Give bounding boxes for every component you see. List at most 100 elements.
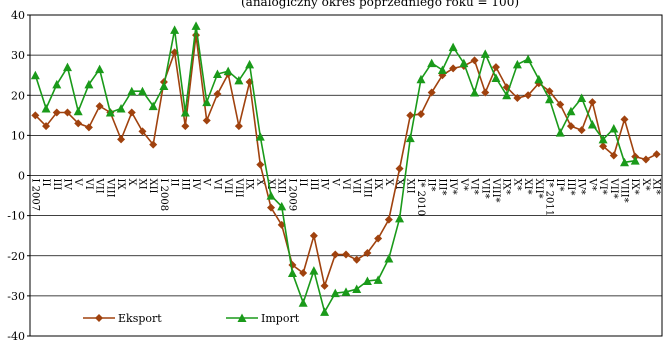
x-tick-label: VIII: [104, 178, 115, 198]
x-tick-label: XI*: [651, 179, 662, 195]
data-point-import: [405, 133, 415, 143]
data-point-eksport: [577, 126, 586, 135]
x-tick-label: III*: [565, 179, 576, 196]
x-tick-label: X*: [640, 179, 651, 191]
y-axis: 40 30 20 10 0 -10 -20 -30 -40: [7, 9, 30, 340]
data-point-import: [298, 298, 308, 307]
x-tick-label: XI*: [522, 179, 533, 195]
data-point-import: [330, 288, 340, 298]
data-point-eksport: [213, 90, 222, 99]
data-point-eksport: [127, 108, 136, 117]
data-point-eksport: [42, 122, 51, 131]
x-tick-label: XI: [136, 179, 147, 190]
data-point-eksport: [234, 122, 243, 131]
y-tick-label: 10: [11, 129, 25, 142]
data-point-eksport: [524, 91, 533, 100]
x-tick-label: VIII: [361, 178, 372, 198]
data-point-import: [448, 42, 458, 52]
legend-label-eksport: Eksport: [118, 312, 162, 325]
y-tick-label: 30: [11, 49, 25, 62]
data-point-eksport: [309, 231, 318, 240]
data-point-import: [84, 79, 94, 89]
data-point-eksport: [470, 56, 479, 65]
data-point-eksport: [620, 115, 629, 124]
x-tick-label: IV: [190, 179, 201, 191]
data-point-import: [609, 124, 619, 133]
data-point-eksport: [652, 150, 661, 159]
x-tick-label: VI*: [469, 178, 480, 195]
legend-item-import: Import: [226, 312, 300, 325]
data-point-eksport: [566, 122, 575, 131]
data-point-eksport: [267, 203, 276, 212]
data-point-import: [105, 108, 115, 117]
data-point-import: [277, 201, 287, 211]
x-tick-label: IV: [61, 179, 72, 191]
data-point-eksport: [481, 88, 490, 97]
data-point-eksport: [52, 108, 61, 117]
x-tick-label: VII: [351, 178, 362, 194]
data-point-eksport: [384, 215, 393, 224]
data-point-import: [116, 103, 126, 113]
data-point-eksport: [342, 250, 350, 259]
x-tick-label: V: [329, 178, 340, 187]
data-point-import: [362, 276, 372, 286]
data-point-eksport: [556, 100, 565, 109]
data-point-eksport: [256, 160, 265, 169]
data-point-import: [502, 90, 512, 100]
x-tick-label: VII*: [608, 178, 619, 199]
x-tick-label: V: [72, 178, 83, 187]
x-tick-label: IV: [319, 179, 330, 191]
data-point-import: [587, 120, 597, 129]
x-tick-label: II: [169, 179, 180, 187]
data-point-import: [341, 287, 351, 296]
data-point-import: [287, 268, 297, 278]
data-point-import: [373, 275, 383, 284]
x-tick-label: VIII*: [619, 178, 630, 203]
data-point-import: [223, 66, 233, 76]
data-point-import: [180, 108, 190, 117]
legend: Eksport Import: [83, 312, 300, 325]
x-tick-label: I* 2010: [415, 179, 426, 217]
data-point-import: [170, 25, 180, 34]
data-point-import: [234, 75, 244, 85]
data-point-import: [41, 103, 51, 113]
x-tick-label: IX: [244, 179, 255, 191]
data-point-import: [395, 213, 405, 223]
data-point-eksport: [588, 98, 597, 107]
data-point-import: [62, 62, 72, 72]
x-tick-label: V: [201, 178, 212, 187]
data-point-eksport: [320, 281, 329, 290]
data-point-import: [191, 21, 201, 30]
series-line-eksport: [34, 35, 657, 289]
data-point-import: [352, 284, 362, 294]
series-layer: [30, 21, 661, 316]
y-tick-label: 20: [11, 89, 25, 102]
x-tick-label: X: [254, 179, 265, 187]
data-point-import: [598, 134, 608, 144]
data-point-import: [95, 64, 105, 74]
x-tick-label: II: [297, 179, 308, 187]
x-tick-label: IX: [372, 179, 383, 191]
data-point-import: [534, 74, 544, 84]
data-point-eksport: [84, 123, 93, 132]
x-tick-label: IV*: [576, 179, 587, 195]
data-point-eksport: [192, 31, 201, 40]
legend-label-import: Import: [261, 312, 300, 325]
data-point-import: [437, 65, 447, 74]
y-tick-label: -20: [7, 250, 25, 263]
x-tick-label: I 2009: [286, 179, 297, 212]
x-tick-label: VIII*: [490, 178, 501, 203]
x-tick-label: VIII: [233, 178, 244, 198]
chart-title: (analogiczny okres poprzedniego roku = 1…: [241, 0, 519, 9]
x-tick-label: X*: [511, 179, 522, 191]
data-point-eksport: [63, 108, 72, 117]
data-point-eksport: [363, 248, 372, 257]
x-tick-label: III: [51, 179, 62, 191]
data-point-import: [127, 86, 137, 96]
data-point-eksport: [427, 88, 436, 97]
x-tick-label: VI: [340, 178, 351, 190]
data-point-import: [137, 86, 147, 96]
x-tick-label: V*: [458, 178, 469, 191]
data-point-eksport: [599, 142, 608, 151]
data-point-eksport: [202, 116, 211, 125]
